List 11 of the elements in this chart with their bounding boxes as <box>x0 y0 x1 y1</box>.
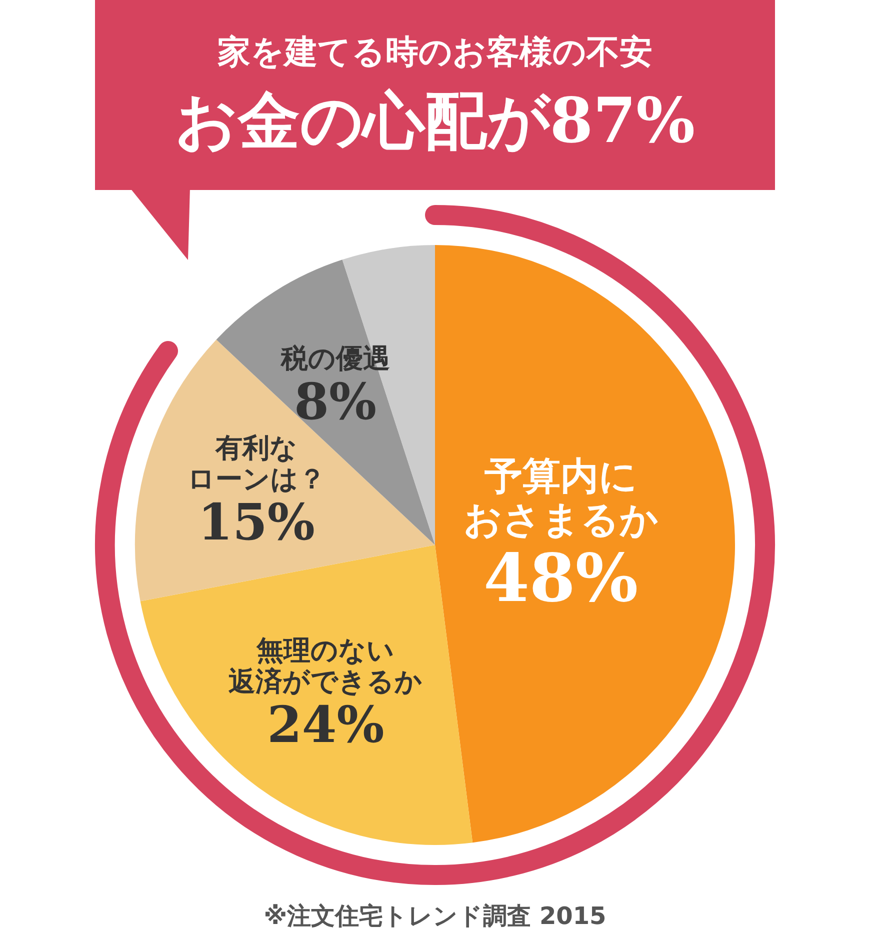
slice-label: 有利なローンは？ <box>187 433 326 496</box>
data-label: 8% <box>294 372 376 431</box>
data-label: 24% <box>267 695 384 754</box>
chart-subtitle: お金の心配が87% <box>174 83 696 159</box>
chart-title: 家を建てる時のお客様の不安 <box>216 31 654 73</box>
data-label: 48% <box>483 539 638 618</box>
data-label: 15% <box>198 492 315 552</box>
slice-label: 無理のない返済ができるか <box>228 635 423 698</box>
slice-label: 税の優遇 <box>280 343 390 374</box>
text: ※注文住宅トレンド調査 2015 <box>262 901 608 932</box>
slice-label: 予算内におさまるか <box>463 454 658 542</box>
